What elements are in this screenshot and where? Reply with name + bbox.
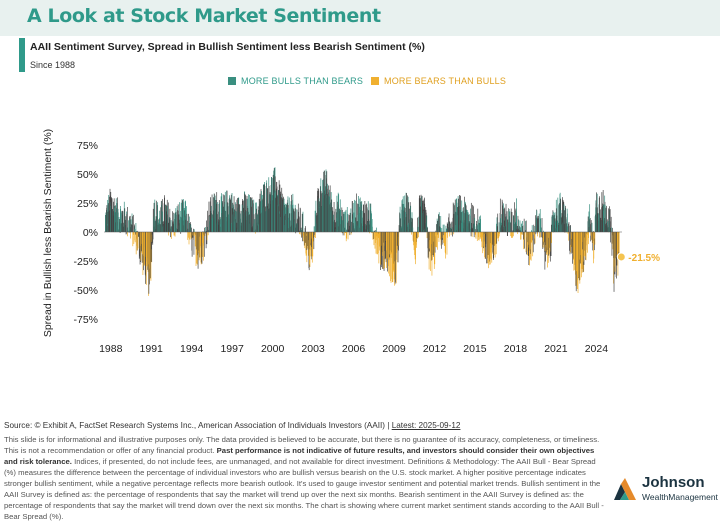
logo-subtitle: WealthManagement — [642, 492, 718, 502]
source-text: Source: © Exhibit A, FactSet Research Sy… — [4, 421, 385, 430]
legend-swatch-bears — [371, 77, 379, 85]
x-tick-label: 2003 — [301, 343, 325, 355]
x-axis-ticks: 1988 1991 1994 1997 2000 2003 2006 2009 2012 2015… — [99, 343, 608, 355]
subtitle-accent-bar — [19, 38, 25, 72]
y-tick-label: 0% — [83, 227, 98, 239]
source-separator: | — [385, 421, 392, 430]
x-tick-label: 1994 — [180, 343, 204, 355]
y-axis-ticks: 75% 50% 25% 0% -25% -50% -75% — [73, 140, 98, 326]
y-tick-label: -25% — [73, 256, 98, 268]
y-tick-label: 75% — [77, 140, 98, 152]
legend-label-bears: MORE BEARS THAN BULLS — [384, 76, 507, 86]
spread-bars — [104, 167, 620, 296]
footer: Source: © Exhibit A, FactSet Research Sy… — [4, 420, 604, 522]
x-tick-label: 1991 — [140, 343, 164, 355]
legend-item-bulls: MORE BULLS THAN BEARS — [228, 76, 363, 86]
page-title: A Look at Stock Market Sentiment — [27, 5, 381, 27]
x-tick-label: 2015 — [463, 343, 487, 355]
x-tick-label: 2021 — [544, 343, 568, 355]
x-tick-label: 2006 — [342, 343, 366, 355]
y-tick-label: -50% — [73, 285, 98, 297]
x-tick-label: 2000 — [261, 343, 285, 355]
logo-mark-icon — [614, 478, 636, 500]
legend-label-bulls: MORE BULLS THAN BEARS — [241, 76, 364, 86]
x-tick-label: 1997 — [220, 343, 244, 355]
legend-swatch-bulls — [228, 77, 236, 85]
legend-item-bears: MORE BEARS THAN BULLS — [371, 76, 506, 86]
disclaimer-bold: Past performance is not indicative of fu… — [4, 446, 595, 466]
company-logo: Johnson WealthManagement — [612, 474, 718, 504]
x-tick-label: 1988 — [99, 343, 123, 355]
disclaimer-text: This slide is for informational and illu… — [4, 434, 604, 522]
x-tick-label: 2024 — [585, 343, 609, 355]
chart-legend: MORE BULLS THAN BEARS MORE BEARS THAN BU… — [0, 76, 720, 90]
y-tick-label: 50% — [77, 169, 98, 181]
latest-value-marker — [616, 252, 626, 262]
logo-name: Johnson — [642, 474, 705, 491]
latest-value-label: -21.5% — [628, 253, 660, 264]
y-tick-label: -75% — [73, 314, 98, 326]
x-tick-label: 2009 — [382, 343, 406, 355]
chart-since-note: Since 1988 — [30, 60, 76, 70]
x-tick-label: 2012 — [423, 343, 447, 355]
disclaimer-part-1: This slide is for informational and illu… — [4, 435, 600, 455]
title-bar: A Look at Stock Market Sentiment — [0, 0, 720, 36]
chart-subtitle: AAII Sentiment Survey, Spread in Bullish… — [30, 41, 425, 53]
disclaimer-part-2: Indices, if presented, do not include fe… — [4, 457, 604, 521]
x-tick-label: 2018 — [504, 343, 528, 355]
latest-date-link[interactable]: Latest: 2025-09-12 — [391, 421, 461, 430]
y-tick-label: 25% — [77, 198, 98, 210]
sentiment-chart: Spread in Bullish less Bearish Sentiment… — [42, 129, 660, 355]
y-axis-label: Spread in Bullish less Bearish Sentiment… — [42, 129, 54, 337]
source-line: Source: © Exhibit A, FactSet Research Sy… — [4, 420, 604, 431]
